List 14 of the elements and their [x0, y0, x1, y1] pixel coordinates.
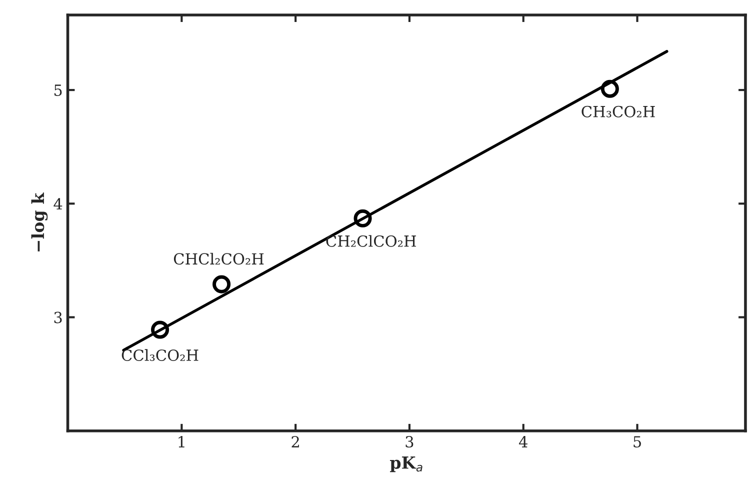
y-axis-title: −log k [31, 192, 48, 252]
x-tick-label: 4 [518, 436, 528, 448]
x-tick-label: 1 [178, 436, 184, 448]
x-axis-title: pK$_{a}$ [390, 456, 422, 472]
y-tick-label: 3 [54, 312, 62, 324]
x-tick-label: 5 [634, 436, 641, 448]
x-tick-label: 3 [406, 436, 414, 448]
y-tick-label: 4 [54, 198, 62, 210]
annotation: CH₃CO₂H [582, 106, 655, 118]
annotation: CCl₃CO₂H [122, 349, 198, 362]
annotation: CHCl₂CO₂H [174, 252, 264, 265]
x-tick-label: 2 [292, 436, 299, 448]
y-tick-label: 5 [54, 84, 62, 96]
annotation: CH₂ClCO₂H [326, 235, 416, 247]
